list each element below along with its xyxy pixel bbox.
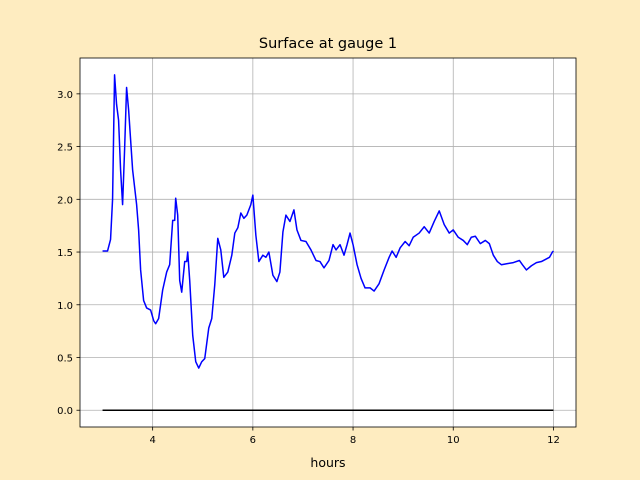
x-tick-label: 4 bbox=[149, 435, 155, 446]
y-tick-label: 1.5 bbox=[57, 248, 73, 259]
chart-title: Surface at gauge 1 bbox=[259, 36, 397, 52]
y-tick-label: 2.0 bbox=[57, 195, 73, 206]
y-tick-label: 1.0 bbox=[57, 301, 73, 312]
x-tick-label: 10 bbox=[447, 435, 460, 446]
axes-frame bbox=[79, 57, 577, 428]
x-axis-label: hours bbox=[310, 455, 345, 470]
x-tick-label: 12 bbox=[547, 435, 560, 446]
y-tick-label: 0.0 bbox=[57, 406, 73, 417]
x-tick-label: 6 bbox=[250, 435, 256, 446]
ticks: 4 6 8 10 12 0.0 0.5 1.0 1.5 2.0 2.5 3.0 bbox=[57, 90, 560, 446]
series-line bbox=[102, 74, 554, 369]
y-tick-label: 3.0 bbox=[57, 90, 73, 101]
x-tick-label: 8 bbox=[350, 435, 356, 446]
plot-area bbox=[80, 58, 576, 427]
y-tick-label: 0.5 bbox=[57, 354, 73, 365]
y-tick-label: 2.5 bbox=[57, 143, 73, 154]
lines bbox=[102, 74, 554, 411]
